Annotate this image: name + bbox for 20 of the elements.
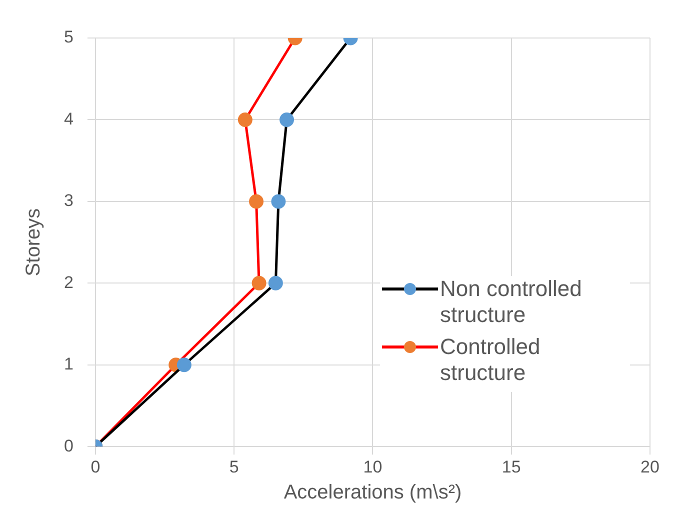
y-tick-label: 2 xyxy=(64,272,74,292)
point xyxy=(176,358,192,372)
y-axis-title: Storeys xyxy=(22,208,45,276)
point xyxy=(252,276,266,290)
y-tick-label: 4 xyxy=(64,109,74,128)
point xyxy=(249,194,264,209)
y-tick-label: 1 xyxy=(64,354,74,374)
x-tick-label: 20 xyxy=(640,457,660,476)
legend-label: Controlled structure xyxy=(440,334,542,386)
point xyxy=(271,194,286,209)
x-tick-label: 10 xyxy=(363,457,382,476)
y-tick-label: 5 xyxy=(64,28,74,47)
x-tick-label: 5 xyxy=(229,457,239,476)
legend-label: Non controlled structure xyxy=(440,276,583,328)
y-tick-label: 0 xyxy=(64,436,74,456)
x-tick-label: 15 xyxy=(502,457,521,476)
x-axis-title: Accelerations (m\s²) xyxy=(284,482,462,504)
x-tick-label: 0 xyxy=(90,457,100,476)
y-tick-label: 3 xyxy=(64,191,74,210)
point xyxy=(268,276,283,290)
